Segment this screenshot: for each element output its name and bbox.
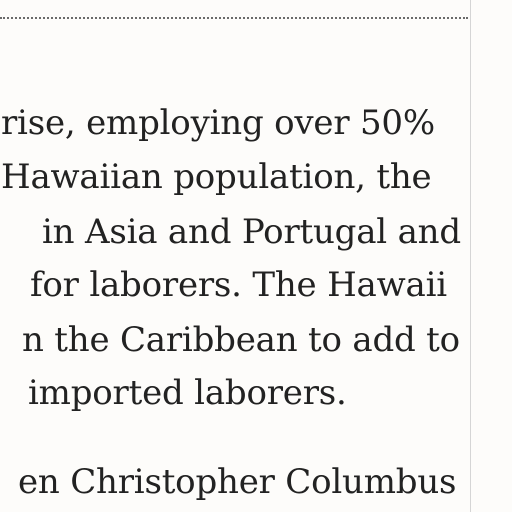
paragraph-line: en Christopher Columbus: [18, 462, 456, 502]
cropped-heading-fragment: [0, 0, 240, 2]
dotted-divider: [0, 17, 468, 19]
paragraph-line: rise, employing over 50%: [1, 103, 435, 143]
paragraph-line: for laborers. The Hawaii: [30, 265, 447, 305]
paragraph-line: in Asia and Portugal and: [42, 212, 461, 252]
paragraph-line: Hawaiian population, the: [1, 157, 431, 197]
page-edge-line: [470, 0, 471, 512]
paragraph-line: imported laborers.: [28, 373, 347, 413]
paragraph-line: n the Caribbean to add to: [22, 320, 460, 360]
